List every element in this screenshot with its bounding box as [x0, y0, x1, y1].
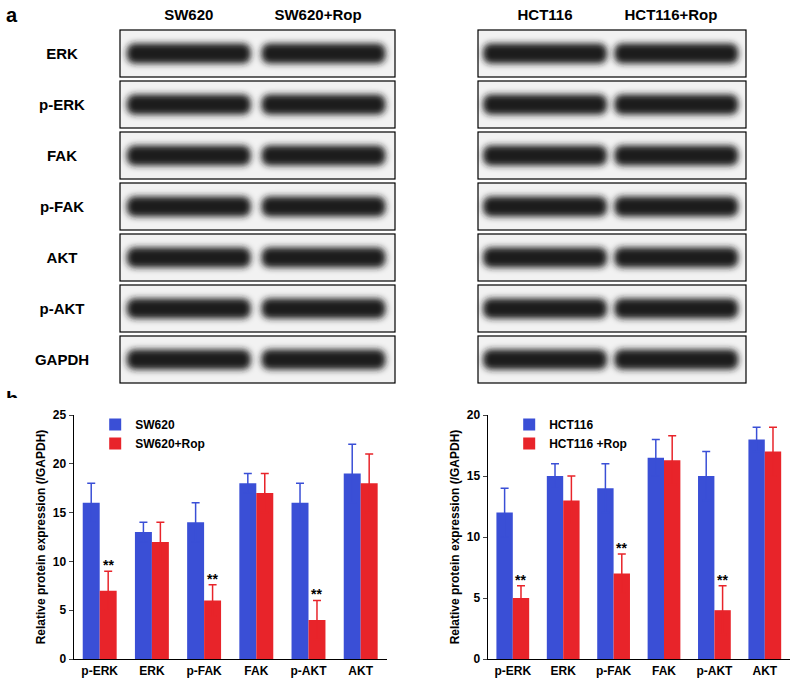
svg-text:HCT116 +Rop: HCT116 +Rop [549, 437, 627, 451]
svg-text:Relative protein expression (/: Relative protein expression (/GAPDH) [448, 430, 462, 645]
svg-text:SW620: SW620 [164, 6, 213, 23]
svg-text:FAK: FAK [652, 664, 676, 678]
svg-text:0: 0 [473, 652, 480, 666]
svg-text:AKT: AKT [348, 664, 373, 678]
svg-text:15: 15 [467, 469, 481, 483]
svg-text:AKT: AKT [47, 249, 78, 266]
svg-text:p-AKT: p-AKT [40, 300, 85, 317]
svg-text:10: 10 [467, 530, 481, 544]
svg-text:p-FAK: p-FAK [186, 664, 222, 678]
svg-text:15: 15 [53, 506, 67, 520]
svg-text:10: 10 [53, 555, 67, 569]
svg-text:ERK: ERK [139, 664, 165, 678]
svg-text:HCT116+Rop: HCT116+Rop [624, 6, 717, 23]
svg-text:**: ** [717, 572, 728, 588]
svg-text:ERK: ERK [551, 664, 577, 678]
svg-text:0: 0 [59, 652, 66, 666]
svg-text:5: 5 [473, 591, 480, 605]
html-text:b: b [6, 388, 19, 410]
svg-text:p-FAK: p-FAK [40, 198, 84, 215]
svg-text:5: 5 [59, 603, 66, 617]
svg-text:**: ** [515, 572, 526, 588]
svg-text:p-AKT: p-AKT [696, 664, 733, 678]
svg-text:a: a [6, 4, 18, 26]
svg-text:**: ** [103, 557, 114, 573]
svg-text:FAK: FAK [244, 664, 268, 678]
svg-text:20: 20 [467, 408, 481, 422]
svg-text:Relative protein expression (/: Relative protein expression (/GAPDH) [34, 430, 48, 645]
svg-text:SW620+Rop: SW620+Rop [274, 6, 361, 23]
svg-text:SW620: SW620 [135, 418, 175, 432]
svg-text:p-AKT: p-AKT [291, 664, 328, 678]
svg-text:p-ERK: p-ERK [81, 664, 118, 678]
svg-text:FAK: FAK [47, 147, 77, 164]
svg-text:AKT: AKT [752, 664, 777, 678]
svg-text:**: ** [311, 586, 322, 602]
svg-text:**: ** [616, 540, 627, 556]
svg-text:p-FAK: p-FAK [596, 664, 632, 678]
svg-text:GAPDH: GAPDH [35, 351, 89, 368]
svg-text:HCT116: HCT116 [517, 6, 572, 23]
svg-text:25: 25 [53, 408, 67, 422]
svg-text:HCT116: HCT116 [549, 418, 593, 432]
svg-text:p-ERK: p-ERK [39, 96, 85, 113]
svg-text:SW620+Rop: SW620+Rop [135, 437, 205, 451]
svg-text:ERK: ERK [46, 45, 78, 62]
svg-text:20: 20 [53, 457, 67, 471]
svg-text:p-ERK: p-ERK [494, 664, 531, 678]
svg-text:**: ** [207, 571, 218, 587]
